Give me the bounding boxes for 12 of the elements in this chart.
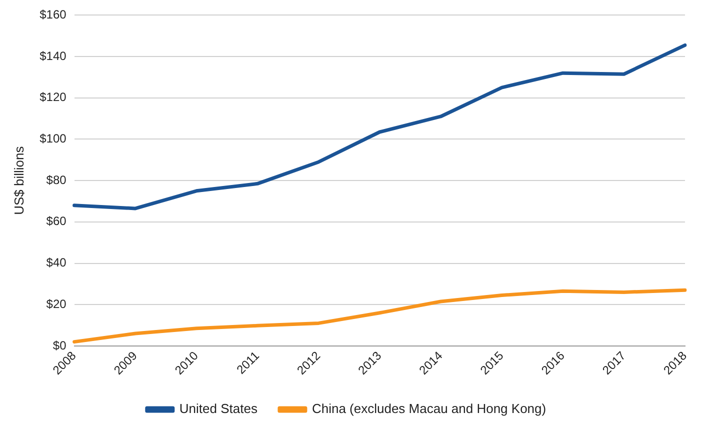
y-tick-label: $0 bbox=[52, 338, 67, 352]
y-tick-label: $80 bbox=[46, 172, 67, 187]
y-tick-label: $60 bbox=[46, 214, 67, 228]
y-tick-label: $40 bbox=[46, 256, 67, 270]
y-tick-label: $120 bbox=[40, 90, 67, 104]
legend-label: China (excludes Macau and Hong Kong) bbox=[312, 401, 546, 416]
legend-label: United States bbox=[179, 401, 258, 416]
y-tick-label: $160 bbox=[40, 8, 67, 22]
y-tick-label: $140 bbox=[40, 48, 67, 63]
y-tick-label: $20 bbox=[46, 296, 67, 311]
y-tick-label: $100 bbox=[40, 132, 67, 146]
y-axis-title: US$ billions bbox=[11, 146, 26, 215]
